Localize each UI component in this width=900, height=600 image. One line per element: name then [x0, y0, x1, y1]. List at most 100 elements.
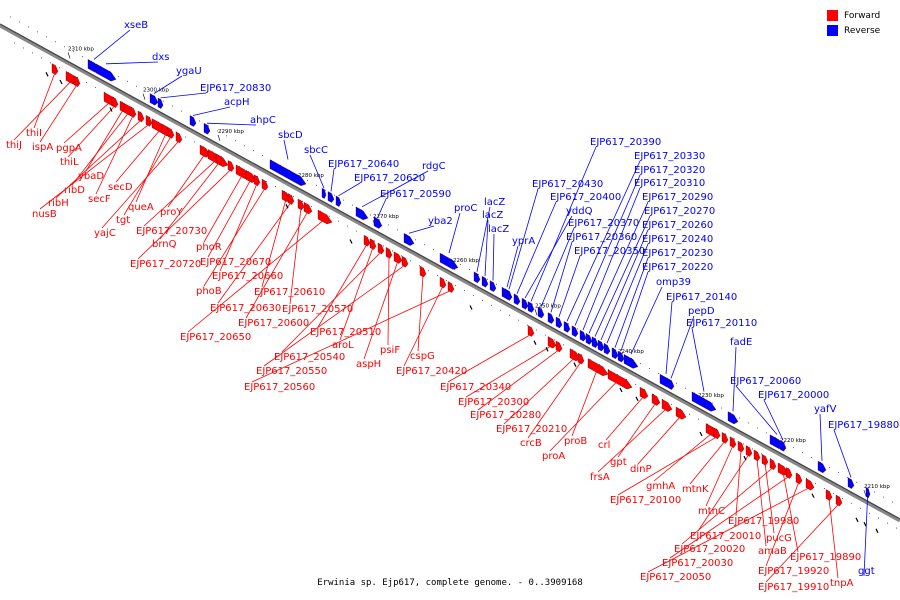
reverse-gene-arrow [611, 347, 619, 359]
reverse-gene-leader [283, 139, 289, 160]
reverse-gene-label: EJP617_20430 [532, 179, 603, 190]
reverse-gene-arrow [817, 460, 827, 474]
reverse-gene-leader [665, 301, 673, 375]
forward-gene-label: pucG [766, 533, 792, 544]
scale-dot [662, 398, 663, 400]
reverse-gene-label: omp39 [656, 277, 691, 288]
reverse-gene-arrow [355, 206, 369, 221]
axis-tick [67, 52, 71, 59]
forward-gene-label: proA [542, 451, 565, 462]
marker-dash [811, 493, 815, 498]
marker-dash [635, 396, 639, 402]
reverse-gene-arrow [373, 216, 383, 229]
reverse-gene-label: EJP617_20060 [730, 376, 801, 387]
marker-dash [545, 347, 549, 352]
reverse-gene-label: EJP617_20360 [566, 232, 637, 243]
scale-dot [325, 189, 326, 191]
forward-gene-label: EJP617_20510 [310, 327, 381, 338]
forward-gene-arrow [175, 131, 183, 144]
reverse-gene-arrow [667, 378, 675, 390]
forward-gene-arrow [447, 281, 455, 293]
forward-gene-label: tnpA [830, 578, 854, 589]
scale-dot [797, 473, 798, 475]
scale-dot [64, 46, 65, 48]
reverse-gene-leader [566, 160, 641, 322]
forward-gene-leader [39, 84, 78, 143]
reverse-gene-label: EJP617_20260 [642, 220, 713, 231]
reverse-gene-leader [691, 327, 705, 392]
reverse-gene-leader [338, 182, 361, 197]
forward-gene-label: EJP617_20670 [200, 257, 271, 268]
reverse-gene-arrow [403, 233, 415, 246]
legend-reverse: Reverse [827, 23, 892, 38]
reverse-gene-arrow [563, 321, 571, 333]
reverse-gene-arrow [555, 316, 563, 329]
reverse-gene-label: EJP617_20220 [642, 262, 713, 273]
reverse-gene-leader [763, 399, 784, 441]
scale-dot [532, 303, 533, 305]
scale-dot [379, 219, 380, 221]
reverse-gene-leader [819, 413, 823, 461]
axis-tick [534, 309, 538, 316]
forward-gene-leader [465, 345, 553, 398]
reverse-gene-label: sbcD [278, 130, 303, 141]
forward-gene-arrow [129, 106, 137, 118]
scale-dot [878, 517, 879, 519]
forward-gene-label: queA [128, 202, 154, 213]
forward-gene-label: thiL [60, 157, 79, 168]
forward-gene-arrow [377, 242, 385, 255]
scale-dot [581, 354, 582, 356]
scale-dot [734, 438, 735, 440]
scale-dot [518, 319, 519, 321]
reverse-gene-arrow [439, 252, 459, 270]
scale-dot [383, 245, 384, 247]
reverse-gene-leader [377, 198, 387, 217]
forward-gene-leader [219, 183, 258, 272]
reverse-gene-leader [105, 61, 159, 65]
forward-gene-label: EJP617_20650 [180, 332, 251, 343]
forward-gene-leader [387, 256, 390, 346]
reverse-gene-label: EJP617_20390 [590, 137, 661, 148]
axis-tick-label: 2250 kbp [535, 303, 561, 309]
scale-dot [428, 270, 429, 272]
scale-dot [676, 382, 677, 384]
forward-gene-label: thiJ [6, 140, 22, 151]
scale-dot [509, 314, 510, 316]
reverse-gene-leader [540, 227, 575, 308]
reverse-gene-leader [192, 106, 231, 116]
reverse-gene-arrow [527, 301, 535, 313]
scale-dot [28, 26, 29, 28]
forward-gene-leader [764, 463, 775, 534]
scale-dot [194, 141, 195, 143]
scale-dot [554, 339, 555, 341]
forward-gene-label: EJP617_20300 [458, 397, 529, 408]
forward-gene-label: EJP617_20560 [244, 382, 315, 393]
reverse-gene-leader [330, 168, 335, 192]
reverse-gene-arrow [617, 350, 625, 363]
reverse-gene-arrow [623, 354, 639, 369]
scale-dot [568, 323, 569, 325]
forward-gene-label: secF [88, 194, 111, 205]
reverse-gene-arrow [321, 187, 327, 199]
forward-gene-arrow [145, 115, 153, 127]
forward-gene-arrow [639, 386, 649, 400]
scale-dot [671, 403, 672, 405]
scale-dot [770, 458, 771, 460]
reverse-gene-label: EJP617_20350 [574, 246, 645, 257]
forward-gene-arrow [547, 336, 557, 349]
scale-dot [41, 57, 42, 59]
scale-dot [640, 363, 641, 364]
scale-dot [226, 135, 227, 137]
scale-dot [545, 334, 546, 336]
scale-dot [86, 82, 87, 84]
forward-gene-label: EJP617_19920 [758, 566, 829, 577]
forward-gene-leader [403, 285, 444, 367]
scale-dot [802, 452, 803, 454]
scale-dot [856, 481, 857, 483]
forward-gene-label: EJP617_19890 [790, 552, 861, 563]
reverse-gene-arrow [585, 333, 593, 345]
marker-dash [699, 431, 703, 437]
scale-dot [10, 16, 11, 18]
forward-gene-leader [39, 123, 150, 210]
reverse-gene-leader [582, 187, 641, 331]
